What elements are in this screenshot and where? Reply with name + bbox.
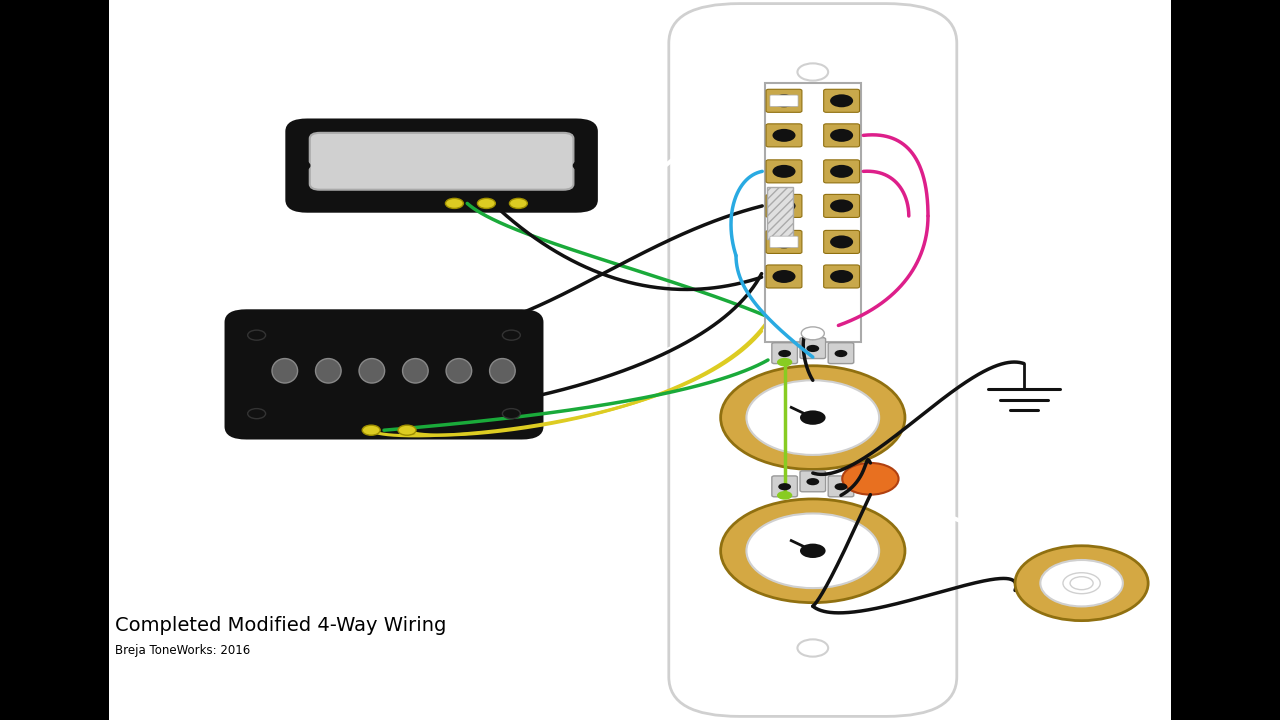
FancyBboxPatch shape	[772, 476, 797, 497]
FancyBboxPatch shape	[310, 133, 573, 189]
Ellipse shape	[315, 359, 340, 383]
Circle shape	[773, 199, 796, 212]
FancyBboxPatch shape	[765, 265, 801, 288]
FancyBboxPatch shape	[772, 343, 797, 364]
FancyBboxPatch shape	[824, 89, 860, 112]
FancyBboxPatch shape	[765, 124, 801, 147]
Circle shape	[829, 199, 852, 212]
Circle shape	[773, 270, 796, 283]
Circle shape	[292, 161, 310, 171]
FancyBboxPatch shape	[828, 343, 854, 364]
Circle shape	[746, 380, 879, 455]
Circle shape	[835, 350, 847, 357]
Circle shape	[842, 463, 899, 495]
Circle shape	[829, 129, 852, 142]
Ellipse shape	[402, 359, 428, 383]
Bar	[0, 0, 109, 720]
FancyBboxPatch shape	[800, 338, 826, 359]
Circle shape	[1015, 546, 1148, 621]
FancyBboxPatch shape	[824, 194, 860, 217]
Circle shape	[746, 513, 879, 588]
Circle shape	[777, 491, 792, 500]
Circle shape	[800, 544, 826, 558]
Circle shape	[445, 199, 463, 209]
Circle shape	[398, 425, 416, 435]
Circle shape	[1070, 577, 1093, 590]
Circle shape	[773, 94, 796, 107]
Circle shape	[829, 94, 852, 107]
Circle shape	[829, 235, 852, 248]
FancyBboxPatch shape	[765, 230, 801, 253]
Circle shape	[806, 345, 819, 352]
Text: Breja ToneWorks: 2016: Breja ToneWorks: 2016	[115, 644, 251, 657]
Circle shape	[721, 499, 905, 603]
Circle shape	[502, 330, 520, 341]
Circle shape	[797, 639, 828, 657]
FancyBboxPatch shape	[771, 236, 799, 248]
FancyBboxPatch shape	[824, 124, 860, 147]
Text: Completed Modified 4-Way Wiring: Completed Modified 4-Way Wiring	[115, 616, 447, 634]
Circle shape	[829, 270, 852, 283]
Circle shape	[721, 366, 905, 469]
Circle shape	[362, 425, 380, 435]
Ellipse shape	[489, 359, 515, 383]
Circle shape	[773, 235, 796, 248]
Circle shape	[800, 410, 826, 425]
Circle shape	[248, 409, 266, 419]
FancyBboxPatch shape	[668, 4, 957, 716]
Circle shape	[829, 165, 852, 178]
Ellipse shape	[445, 359, 471, 383]
Circle shape	[773, 129, 796, 142]
Circle shape	[773, 165, 796, 178]
FancyBboxPatch shape	[771, 95, 799, 107]
Circle shape	[806, 478, 819, 485]
FancyBboxPatch shape	[800, 471, 826, 492]
Circle shape	[477, 199, 495, 209]
Bar	[1171, 0, 1280, 720]
FancyBboxPatch shape	[225, 311, 543, 438]
FancyBboxPatch shape	[824, 160, 860, 183]
Circle shape	[1041, 560, 1123, 606]
Circle shape	[797, 63, 828, 81]
Circle shape	[573, 161, 591, 171]
Circle shape	[835, 483, 847, 490]
Circle shape	[778, 483, 791, 490]
Circle shape	[777, 358, 792, 366]
Circle shape	[801, 327, 824, 340]
FancyBboxPatch shape	[824, 230, 860, 253]
Circle shape	[248, 330, 266, 341]
Circle shape	[509, 199, 527, 209]
Ellipse shape	[358, 359, 384, 383]
Bar	[109, 0, 1171, 720]
Ellipse shape	[273, 359, 298, 383]
FancyBboxPatch shape	[768, 187, 794, 239]
FancyBboxPatch shape	[765, 194, 801, 217]
FancyBboxPatch shape	[765, 83, 860, 342]
Circle shape	[1062, 572, 1101, 594]
FancyBboxPatch shape	[287, 120, 596, 212]
Circle shape	[778, 350, 791, 357]
FancyBboxPatch shape	[828, 476, 854, 497]
Circle shape	[502, 409, 520, 419]
FancyBboxPatch shape	[824, 265, 860, 288]
FancyBboxPatch shape	[765, 160, 801, 183]
FancyBboxPatch shape	[765, 89, 801, 112]
